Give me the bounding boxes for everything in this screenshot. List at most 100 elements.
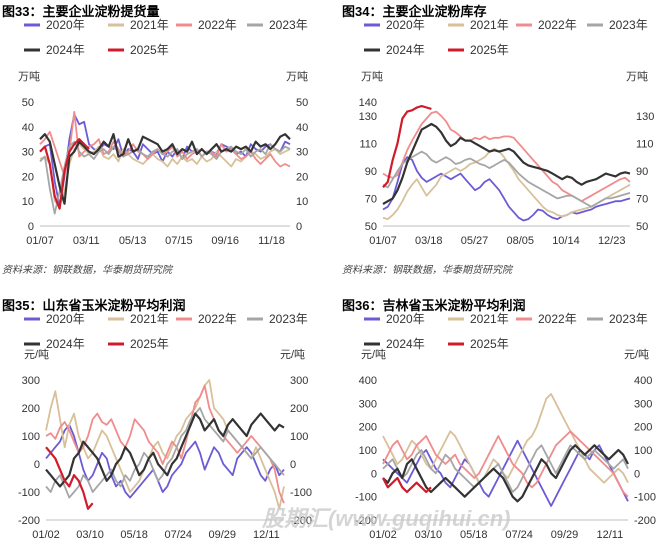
x-tick-label: 03/11 <box>73 235 100 247</box>
y-unit-left: 元/吨 <box>361 348 386 361</box>
y-unit-right: 元/吨 <box>280 348 305 361</box>
legend-label-2020: 2020年 <box>386 18 425 32</box>
legend-label-2025: 2025年 <box>130 337 169 351</box>
series-line-2025 <box>45 446 94 510</box>
y-tick-right: 400 <box>634 375 652 387</box>
series-line-2023 <box>382 150 631 208</box>
y-unit-left: 万吨 <box>18 70 40 83</box>
y-tick-right: 20 <box>296 171 308 183</box>
watermark: 股期汇(www.guqihui.cn) <box>261 506 511 531</box>
y-tick-right: 40 <box>296 122 308 134</box>
x-tick-label: 09/16 <box>211 235 239 247</box>
x-tick-label: 09/29 <box>551 529 579 541</box>
y-tick-right: 90 <box>636 166 648 178</box>
series-line-2025 <box>382 104 432 189</box>
x-tick-label: 07/15 <box>165 235 193 247</box>
series-line-2025 <box>39 138 90 210</box>
y-tick-left: 10 <box>22 196 34 208</box>
legend-label-2020: 2020年 <box>46 312 85 326</box>
y-unit-right: 万吨 <box>286 70 308 83</box>
legend-label-2023: 2023年 <box>609 18 648 32</box>
legend-label-2021: 2021年 <box>470 18 509 32</box>
x-tick-label: 03/18 <box>415 235 443 247</box>
series-line-2024 <box>382 444 629 503</box>
series-line-2023 <box>45 407 285 499</box>
y-tick-left: -200 <box>18 515 40 527</box>
x-tick-label: 03/10 <box>415 529 443 541</box>
legend-label-2021: 2021年 <box>470 312 509 326</box>
x-tick-label: 01/07 <box>369 235 397 247</box>
series-line-2023 <box>382 444 629 493</box>
y-tick-left: -200 <box>355 515 377 527</box>
x-tick-label: 05/18 <box>120 529 148 541</box>
y-tick-left: 200 <box>359 422 377 434</box>
x-tick-label: 07/24 <box>164 529 192 541</box>
x-tick-label: 08/05 <box>506 235 534 247</box>
legend-label-2023: 2023年 <box>269 312 308 326</box>
x-tick-label: 12/23 <box>598 235 626 247</box>
y-tick-right: 50 <box>296 97 308 109</box>
series-line-2022 <box>382 430 629 498</box>
x-tick-label: 05/13 <box>119 235 147 247</box>
y-tick-left: 70 <box>365 193 377 205</box>
legend-label-2025: 2025年 <box>470 337 509 351</box>
legend-label-2025: 2025年 <box>470 43 509 57</box>
legend-label-2020: 2020年 <box>46 18 85 32</box>
y-tick-left: 90 <box>365 166 377 178</box>
legend-label-2021: 2021年 <box>130 18 169 32</box>
y-unit-left: 元/吨 <box>24 348 49 361</box>
legend-label-2024: 2024年 <box>46 337 85 351</box>
y-tick-left: 0 <box>34 459 40 471</box>
legend-label-2022: 2022年 <box>538 18 577 32</box>
x-tick-label: 10/14 <box>552 235 580 247</box>
x-tick-label: 03/10 <box>76 529 104 541</box>
y-tick-right: 200 <box>634 422 652 434</box>
y-tick-left: 50 <box>22 97 34 109</box>
legend-label-2024: 2024年 <box>386 43 425 57</box>
y-tick-right: 300 <box>634 398 652 410</box>
x-tick-label: 05/27 <box>461 235 489 247</box>
x-tick-label: 01/07 <box>26 235 54 247</box>
y-unit-left: 万吨 <box>361 70 383 83</box>
y-tick-left: 300 <box>22 375 40 387</box>
chart-title: 图33：主要企业淀粉提货量 <box>2 4 159 19</box>
y-tick-right: 30 <box>296 147 308 159</box>
series-line-2024 <box>39 133 291 205</box>
y-tick-right: -100 <box>290 487 312 499</box>
series-line-2025 <box>382 476 432 494</box>
y-tick-left: -100 <box>18 487 40 499</box>
legend-label-2022: 2022年 <box>198 18 237 32</box>
legend-label-2021: 2021年 <box>130 312 169 326</box>
x-tick-label: 09/29 <box>209 529 237 541</box>
y-tick-left: 20 <box>22 171 34 183</box>
series-line-2024 <box>382 122 631 205</box>
y-tick-left: 100 <box>22 431 40 443</box>
series-line-2023 <box>39 140 291 215</box>
series-line-2020 <box>39 113 291 208</box>
series-line-2021 <box>382 393 629 484</box>
legend-label-2020: 2020年 <box>386 312 425 326</box>
y-tick-left: 200 <box>22 403 40 415</box>
y-tick-right: 300 <box>290 375 308 387</box>
y-tick-left: 110 <box>359 138 377 150</box>
x-tick-label: 12/11 <box>596 529 623 541</box>
y-tick-right: 130 <box>636 111 654 123</box>
y-unit-right: 元/吨 <box>624 348 649 361</box>
legend-label-2025: 2025年 <box>130 43 169 57</box>
series-line-2024 <box>45 412 285 488</box>
y-tick-left: 40 <box>22 122 34 134</box>
legend-label-2022: 2022年 <box>198 312 237 326</box>
y-tick-right: 70 <box>636 193 648 205</box>
y-tick-right: 0 <box>290 459 296 471</box>
y-tick-right: 100 <box>290 431 308 443</box>
y-tick-right: 110 <box>636 138 654 150</box>
y-tick-right: 10 <box>296 196 308 208</box>
y-tick-left: 30 <box>22 147 34 159</box>
series-line-2022 <box>382 110 631 203</box>
y-tick-right: 50 <box>636 221 648 233</box>
y-tick-left: 0 <box>28 221 34 233</box>
legend-label-2024: 2024年 <box>46 43 85 57</box>
